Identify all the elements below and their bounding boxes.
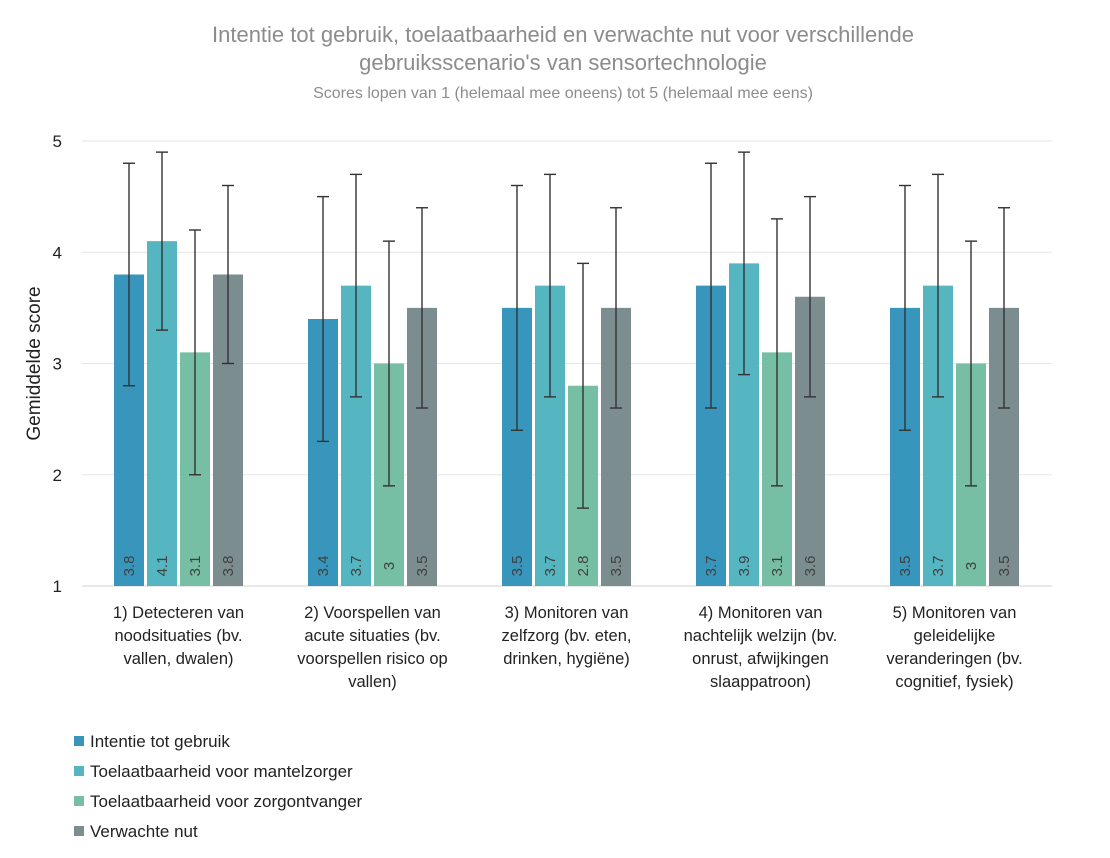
data-label: 3.7	[703, 556, 720, 577]
error-bar	[932, 173, 944, 398]
data-labels: 3.8 3.4 3.5 3.7 3.5 4.1 3.7 3.7 3.9 3.7 3.1 3 2.8 3.1…	[121, 556, 1013, 577]
legend-label: Toelaatbaarheid voor zorgontvanger	[90, 792, 363, 811]
category-label: vallen)	[348, 673, 397, 691]
data-label: 3.5	[414, 556, 431, 577]
category-label: 4) Monitoren van	[699, 604, 823, 622]
legend-label: Toelaatbaarheid voor mantelzorger	[90, 762, 353, 781]
data-label: 3	[963, 562, 980, 570]
data-label: 3.7	[348, 556, 365, 577]
error-bar	[317, 195, 329, 443]
error-bar	[350, 173, 362, 398]
data-label: 3.4	[315, 556, 332, 577]
category-label: slaappatroon)	[710, 673, 811, 691]
y-axis-label: Gemiddelde score	[24, 286, 45, 440]
y-tick-label: 4	[53, 243, 62, 262]
error-bar	[383, 240, 395, 487]
legend-item: Toelaatbaarheid voor zorgontvanger	[74, 792, 363, 811]
data-label: 3.7	[930, 556, 947, 577]
error-bar	[511, 184, 523, 431]
data-label: 3	[381, 562, 398, 570]
y-axis-ticks: 1 2 3 4 5	[53, 132, 62, 596]
bars	[114, 241, 1019, 586]
error-bars	[123, 151, 1010, 509]
error-bar	[899, 184, 911, 431]
error-bar	[123, 162, 135, 387]
category-label: 3) Monitoren van	[505, 604, 629, 622]
legend-label: Verwachte nut	[90, 822, 198, 841]
data-label: 3.5	[996, 556, 1013, 577]
legend-item: Toelaatbaarheid voor mantelzorger	[74, 762, 353, 781]
data-label: 3.8	[121, 556, 138, 577]
category-label: 1) Detecteren van	[113, 604, 244, 622]
category-label: drinken, hygiëne)	[503, 650, 630, 668]
data-label: 3.6	[802, 556, 819, 577]
legend-swatch	[74, 796, 84, 806]
error-bar	[965, 240, 977, 487]
legend-swatch	[74, 766, 84, 776]
category-label: voorspellen risico op	[297, 650, 447, 668]
category-label: cognitief, fysiek)	[895, 673, 1013, 691]
data-label: 3.5	[509, 556, 526, 577]
y-tick-label: 5	[53, 132, 62, 151]
legend-swatch	[74, 826, 84, 836]
category-label: noodsituaties (bv.	[114, 627, 242, 645]
y-tick-label: 2	[53, 466, 62, 485]
category-labels: 1) Detecteren van noodsituaties (bv. valle…	[113, 604, 1023, 691]
category-label: veranderingen (bv.	[886, 650, 1022, 668]
legend-item: Intentie tot gebruik	[74, 732, 230, 751]
data-label: 4.1	[154, 556, 171, 577]
category-label: 5) Monitoren van	[893, 604, 1017, 622]
y-tick-label: 1	[53, 577, 62, 596]
category-label: vallen, dwalen)	[123, 650, 233, 668]
category-label: acute situaties (bv.	[304, 627, 440, 645]
error-bar	[771, 218, 783, 487]
data-label: 3.5	[608, 556, 625, 577]
category-label: geleidelijke	[914, 627, 996, 645]
error-bar	[610, 207, 622, 409]
error-bar	[804, 195, 816, 398]
chart-title-line: Intentie tot gebruik, toelaatbaarheid en…	[212, 22, 914, 47]
error-bar	[577, 262, 589, 509]
error-bar	[189, 229, 201, 476]
category-label: 2) Voorspellen van	[304, 604, 441, 622]
data-label: 3.1	[187, 556, 204, 577]
chart-subtitle: Scores lopen van 1 (helemaal mee oneens)…	[313, 85, 813, 102]
data-label: 3.5	[897, 556, 914, 577]
error-bar	[738, 151, 750, 376]
category-label: onrust, afwijkingen	[692, 650, 829, 668]
legend-swatch	[74, 736, 84, 746]
error-bar	[416, 207, 428, 409]
legend-label: Intentie tot gebruik	[90, 732, 230, 751]
y-tick-label: 3	[53, 355, 62, 374]
data-label: 2.8	[575, 556, 592, 577]
category-label: zelfzorg (bv. eten,	[502, 627, 632, 645]
error-bar	[705, 162, 717, 409]
data-label: 3.1	[769, 556, 786, 577]
error-bar	[544, 173, 556, 398]
category-label: nachtelijk welzijn (bv.	[684, 627, 838, 645]
legend: Intentie tot gebruik Toelaatbaarheid voor…	[74, 732, 363, 841]
error-bar	[156, 151, 168, 331]
error-bar	[222, 184, 234, 365]
error-bar	[998, 207, 1010, 409]
data-label: 3.9	[736, 556, 753, 577]
legend-item: Verwachte nut	[74, 822, 198, 841]
data-label: 3.8	[220, 556, 237, 577]
chart-title-line: gebruiksscenario's van sensortechnologie	[359, 50, 767, 75]
chart-titles: Intentie tot gebruik, toelaatbaarheid en…	[212, 22, 914, 102]
data-label: 3.7	[542, 556, 559, 577]
